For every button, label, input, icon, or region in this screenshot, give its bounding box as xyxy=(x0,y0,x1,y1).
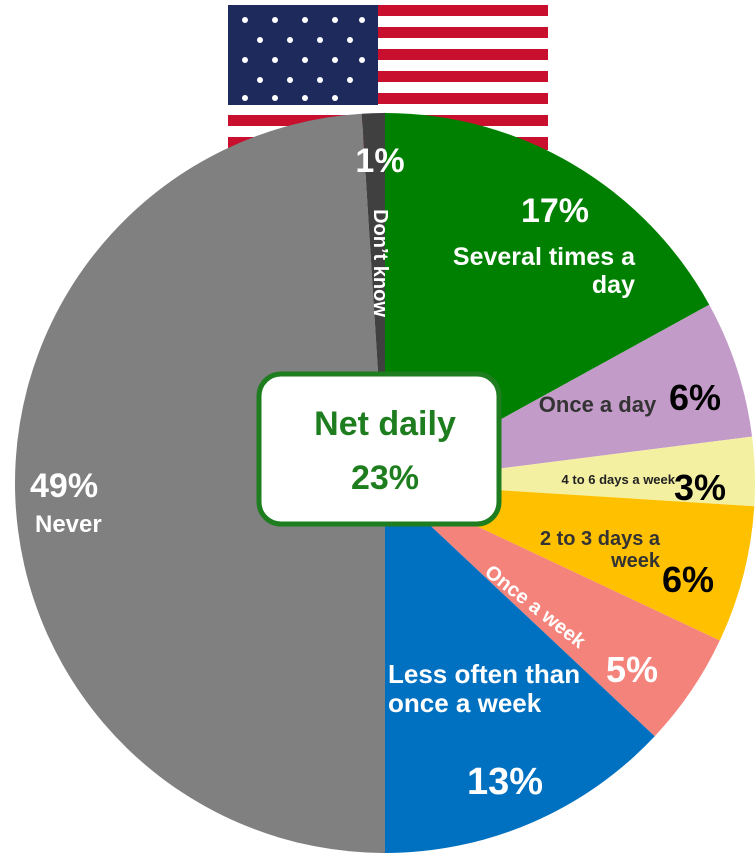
value-label: 3% xyxy=(673,467,727,508)
slice-label: Once a day xyxy=(538,392,657,417)
slice-label: Don’t know xyxy=(369,209,391,317)
slice-label: Several times a day xyxy=(452,243,635,299)
slice-label: Less often than once a week xyxy=(388,659,581,718)
annotation-box xyxy=(256,371,502,527)
slice-label: 2 to 3 days a week xyxy=(539,528,660,572)
value-label: 13% xyxy=(466,761,544,803)
value-label: 5% xyxy=(605,649,659,690)
pie-slice xyxy=(385,436,755,507)
slice-label: Never xyxy=(35,511,102,538)
value-label: 1% xyxy=(355,142,405,180)
pie-slice xyxy=(385,483,720,737)
pie-slice xyxy=(385,483,655,853)
value-label: 17% xyxy=(520,192,590,230)
annotation-text: 23% xyxy=(351,459,419,497)
value-label: 6% xyxy=(661,559,715,600)
value-label: 6% xyxy=(668,377,722,418)
value-label: 49% xyxy=(30,467,99,505)
pie-slice xyxy=(15,113,385,853)
slice-label: 4 to 6 days a week xyxy=(561,472,675,487)
annotation-title: Net daily xyxy=(314,405,456,443)
